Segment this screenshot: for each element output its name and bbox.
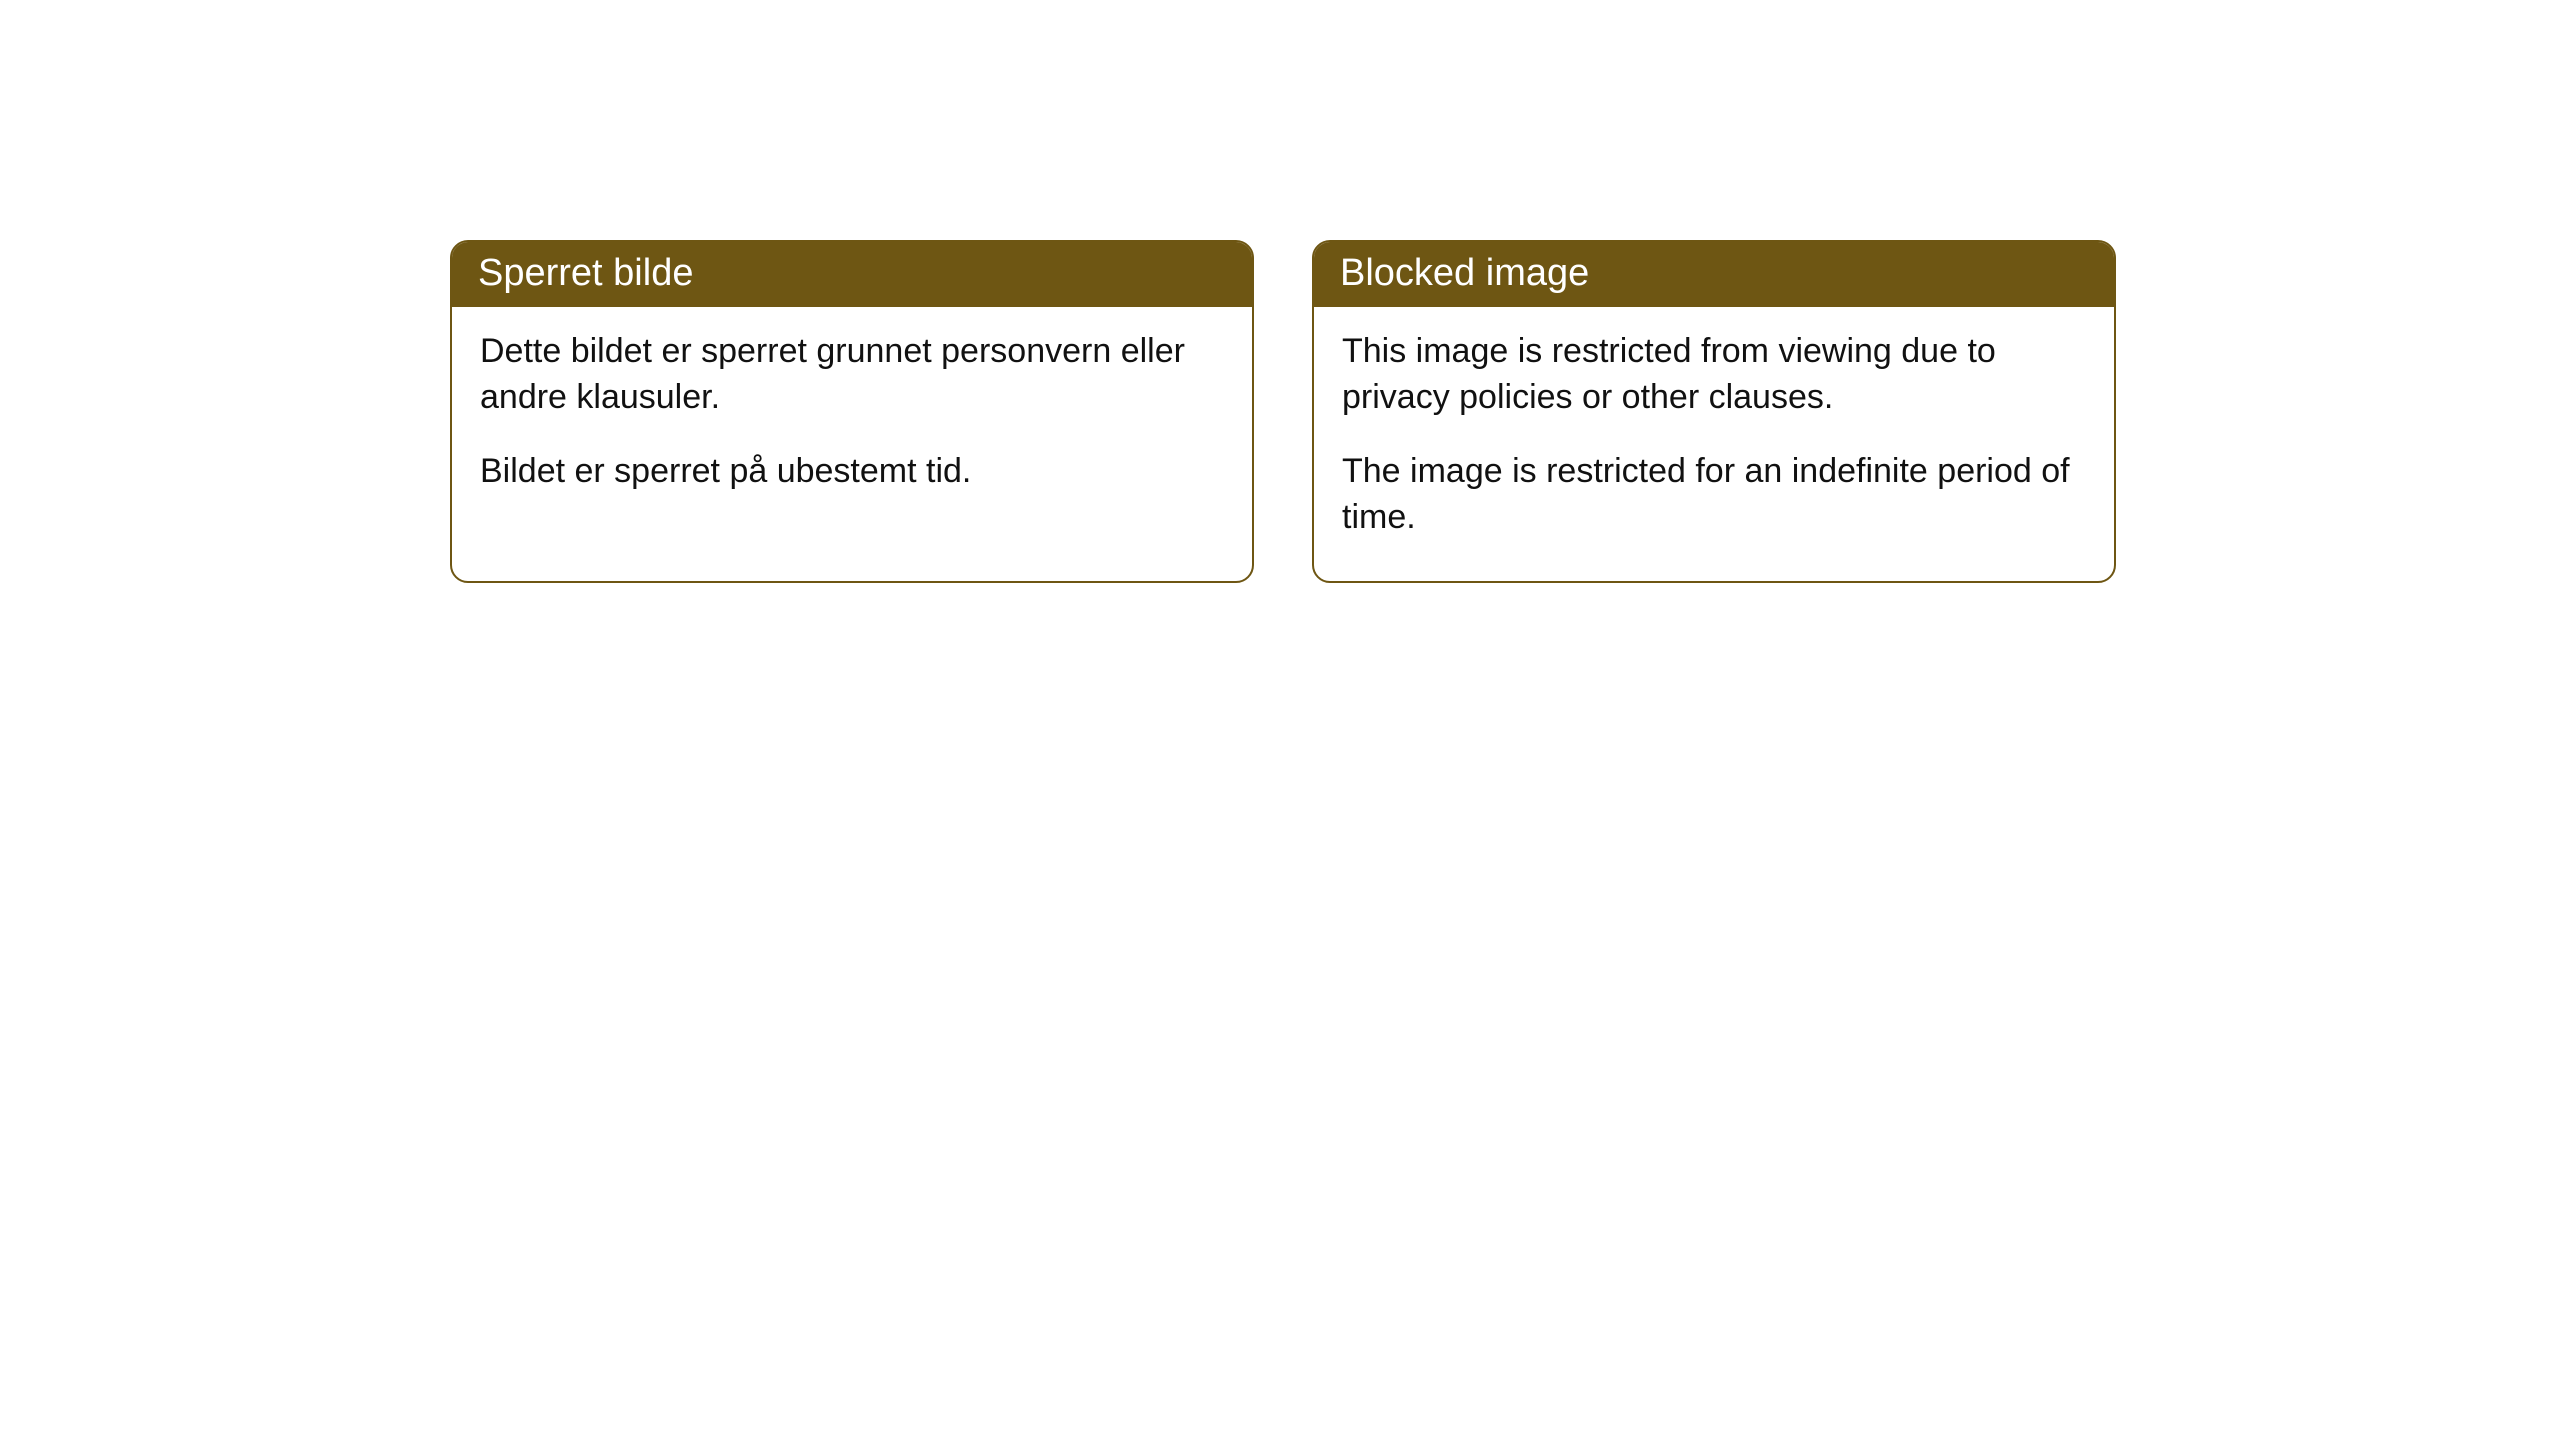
card-paragraph: The image is restricted for an indefinit…	[1342, 449, 2086, 541]
card-header: Blocked image	[1314, 242, 2114, 307]
card-title: Blocked image	[1340, 252, 1589, 294]
card-header: Sperret bilde	[452, 242, 1252, 307]
card-paragraph: This image is restricted from viewing du…	[1342, 329, 2086, 421]
notice-cards-container: Sperret bilde Dette bildet er sperret gr…	[450, 240, 2116, 583]
card-body: Dette bildet er sperret grunnet personve…	[452, 307, 1252, 535]
card-body: This image is restricted from viewing du…	[1314, 307, 2114, 581]
card-paragraph: Dette bildet er sperret grunnet personve…	[480, 329, 1224, 421]
notice-card-norwegian: Sperret bilde Dette bildet er sperret gr…	[450, 240, 1254, 583]
card-paragraph: Bildet er sperret på ubestemt tid.	[480, 449, 1224, 495]
card-title: Sperret bilde	[478, 252, 693, 294]
notice-card-english: Blocked image This image is restricted f…	[1312, 240, 2116, 583]
